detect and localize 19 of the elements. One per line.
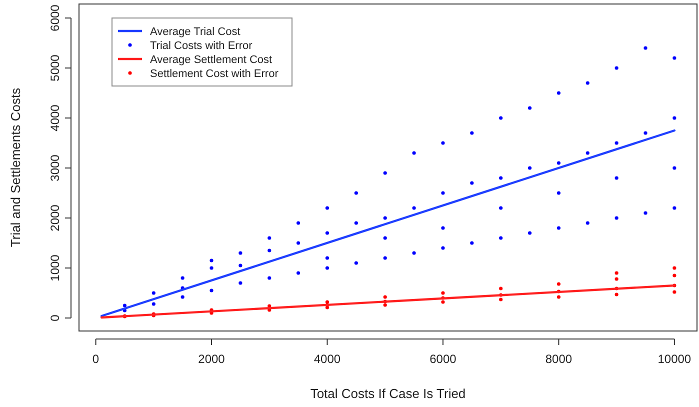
y-tick-label: 1000: [48, 254, 62, 282]
x-axis-title: Total Costs If Case Is Tried: [310, 386, 466, 401]
y-tick-label: 0: [48, 314, 62, 322]
x-tick-label: 0: [92, 352, 100, 366]
x-tick-label: 2000: [198, 352, 226, 366]
legend-label: Average Trial Cost: [150, 26, 240, 38]
x-tick-label: 10000: [658, 352, 692, 366]
legend-label: Average Settlement Cost: [150, 54, 272, 66]
x-tick-label: 4000: [314, 352, 341, 366]
legend-label: Trial Costs with Error: [150, 40, 253, 52]
y-tick-label: 6000: [48, 4, 62, 32]
y-axis-title: Trial and Settlements Costs: [8, 87, 23, 248]
y-tick-label: 5000: [48, 54, 62, 82]
x-tick-label: 8000: [545, 352, 572, 366]
y-tick-label: 4000: [48, 104, 62, 132]
x-tick-label: 6000: [430, 352, 457, 366]
y-tick-label: 2000: [48, 204, 62, 232]
legend-label: Settlement Cost with Error: [150, 68, 279, 80]
y-tick-label: 3000: [48, 154, 62, 182]
